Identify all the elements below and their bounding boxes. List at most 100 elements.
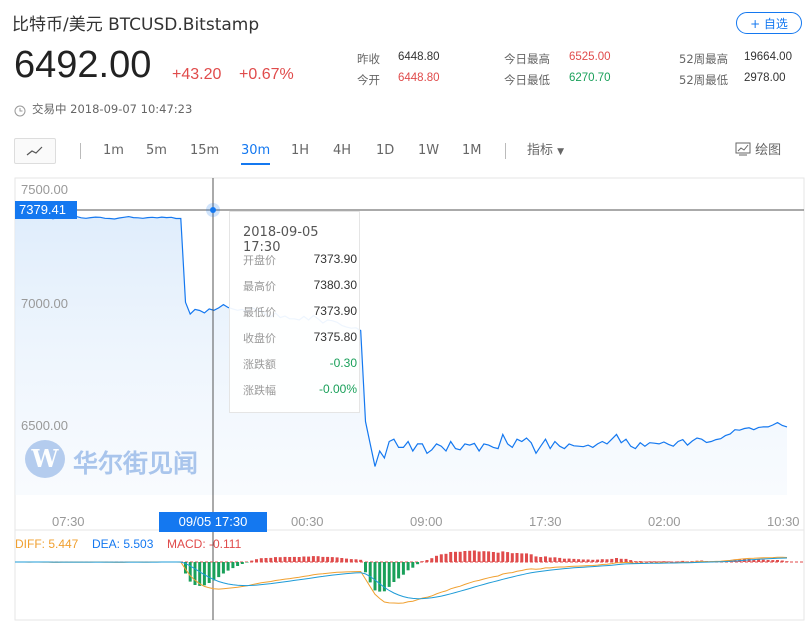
x-tick-label: 00:30 xyxy=(291,514,324,529)
macd-bar xyxy=(278,557,282,562)
macd-bar xyxy=(477,551,481,562)
tooltip-label: 最低价 xyxy=(243,306,276,319)
tooltip-label: 涨跌幅 xyxy=(243,384,276,397)
macd-bar xyxy=(330,557,334,562)
macd-bar xyxy=(397,562,401,579)
ohlc-tooltip: 2018-09-05 17:30 开盘价 7373.90 最高价 7380.30 最… xyxy=(229,211,360,413)
interval-15m[interactable]: 15m xyxy=(190,143,220,158)
macd-bar xyxy=(785,561,789,562)
macd-bar xyxy=(581,559,585,562)
macd-bar xyxy=(491,552,495,562)
macd-bar xyxy=(259,558,263,562)
trading-status: 交易中 2018-09-07 10:47:23 xyxy=(32,102,193,116)
tooltip-row: 开盘价 7373.90 xyxy=(243,252,357,268)
tooltip-label: 收盘价 xyxy=(243,332,276,345)
macd-bar xyxy=(326,556,330,562)
toolbar-divider xyxy=(505,143,506,159)
add-to-watchlist-button[interactable]: + 自选 xyxy=(736,12,802,34)
macd-bar xyxy=(250,560,254,562)
macd-bar xyxy=(482,551,486,562)
x-tick-label: 10:30 xyxy=(767,514,800,529)
macd-bar xyxy=(458,551,462,562)
stat-label-day-high: 今日最高 xyxy=(504,52,550,66)
interval-30m[interactable]: 30m xyxy=(241,139,271,165)
interval-4h[interactable]: 4H xyxy=(333,143,352,158)
y-tick-label: 6500.00 xyxy=(21,418,68,433)
indicator-label: 指标 xyxy=(527,143,554,158)
chart-type-button[interactable] xyxy=(14,138,56,164)
macd-bar xyxy=(283,556,287,562)
draw-button[interactable]: 绘图 xyxy=(735,139,781,163)
interval-1mo[interactable]: 1M xyxy=(462,143,482,158)
macd-bar xyxy=(548,557,552,562)
interval-1w[interactable]: 1W xyxy=(418,143,440,158)
tooltip-label: 最高价 xyxy=(243,280,276,293)
x-tick-label: 07:30 xyxy=(52,514,85,529)
macd-bar xyxy=(311,556,315,562)
price-line xyxy=(14,215,788,467)
macd-bar xyxy=(662,561,666,562)
macd-bar xyxy=(690,561,694,562)
stat-value-prev-close: 6448.80 xyxy=(398,51,440,63)
tooltip-label: 涨跌额 xyxy=(243,358,276,371)
tooltip-date: 2018-09-05 17:30 xyxy=(243,225,319,255)
macd-bar xyxy=(236,562,240,566)
macd-bar xyxy=(240,562,244,564)
indicator-dropdown[interactable]: 指标 ▼ xyxy=(527,139,564,164)
macd-bar xyxy=(193,562,197,585)
tooltip-row: 涨跌额 -0.30 xyxy=(243,356,357,372)
interval-1h[interactable]: 1H xyxy=(291,143,310,158)
price-area xyxy=(15,216,787,495)
macd-bar xyxy=(231,562,235,569)
macd-bar xyxy=(188,562,192,582)
watermark-logo-icon: W xyxy=(25,440,65,478)
macd-bar xyxy=(245,562,249,563)
macd-bar xyxy=(274,557,277,562)
interval-5m[interactable]: 5m xyxy=(146,143,167,158)
macd-bar xyxy=(392,562,396,582)
tooltip-label: 开盘价 xyxy=(243,254,276,267)
last-price: 6492.00 xyxy=(14,44,152,86)
tooltip-value: 7373.90 xyxy=(313,252,357,266)
macd-bar xyxy=(226,562,230,571)
macd-bar xyxy=(364,562,367,573)
macd-bar xyxy=(378,562,382,592)
interval-toolbar: 1m 5m 15m 30m 1H 4H 1D 1W 1M 指标 ▼ 绘图 xyxy=(0,139,809,165)
watermark-text: 华尔街见闻 xyxy=(73,449,199,478)
macd-bar xyxy=(529,554,533,562)
line-chart-icon xyxy=(26,146,43,156)
macd-bar xyxy=(373,562,377,591)
macd-bar xyxy=(292,556,296,562)
macd-diff-label: DIFF: 5.447 xyxy=(15,537,79,551)
stat-value-day-low: 6270.70 xyxy=(569,72,611,84)
x-tick-label: 17:30 xyxy=(529,514,562,529)
macd-bar xyxy=(406,562,410,571)
x-tick-label: 02:00 xyxy=(648,514,681,529)
macd-bar xyxy=(401,562,405,575)
macd-bar xyxy=(335,557,339,562)
clock-icon xyxy=(14,102,26,117)
interval-1d[interactable]: 1D xyxy=(376,143,395,158)
macd-bar xyxy=(449,552,453,562)
macd-bar xyxy=(643,561,647,562)
macd-bar xyxy=(359,559,363,562)
macd-bar xyxy=(368,562,372,583)
macd-bar xyxy=(539,557,543,562)
macd-bar xyxy=(302,556,306,562)
macd-bar xyxy=(657,561,661,562)
macd-bar xyxy=(354,559,358,562)
interval-1m[interactable]: 1m xyxy=(103,143,124,158)
macd-bar xyxy=(615,558,618,562)
stat-label-52w-low: 52周最低 xyxy=(679,73,729,87)
macd-bar xyxy=(757,559,761,562)
y-tick-label: 7500.00 xyxy=(21,182,68,197)
macd-bar xyxy=(307,556,311,562)
macd-bar xyxy=(217,562,221,578)
macd-bar xyxy=(671,561,675,563)
stat-label-52w-high: 52周最高 xyxy=(679,52,729,66)
macd-bar xyxy=(520,553,524,562)
macd-bar xyxy=(420,561,424,562)
stat-value-day-high: 6525.00 xyxy=(569,51,611,63)
stat-value-52w-high: 19664.00 xyxy=(744,51,792,63)
